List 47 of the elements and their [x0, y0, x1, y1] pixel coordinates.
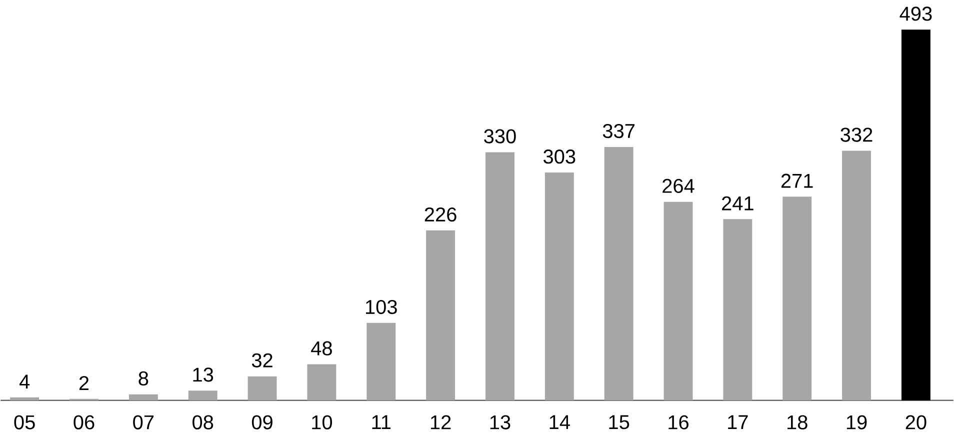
data-label: 226: [424, 207, 456, 222]
data-label: 337: [602, 124, 634, 138]
data-label: 103: [366, 300, 397, 314]
bar: [544, 172, 574, 400]
bar: [485, 152, 514, 400]
x-tick-label: 06: [74, 415, 94, 430]
data-label: 2: [79, 376, 89, 390]
bar: [842, 150, 872, 400]
data-label: 332: [840, 128, 872, 142]
bar: [426, 230, 456, 400]
x-tick-label: 19: [846, 415, 867, 430]
x-tick-label: 17: [728, 415, 748, 429]
x-tick-label: 18: [788, 415, 808, 430]
bar: [307, 364, 336, 400]
data-label: 493: [900, 6, 932, 21]
data-label: 8: [138, 371, 148, 386]
x-tick-label: 09: [252, 415, 272, 430]
data-label: 32: [252, 353, 272, 368]
bar: [604, 146, 634, 400]
data-label: 303: [544, 150, 576, 164]
x-tick-label: 14: [550, 415, 570, 429]
x-tick-label: 10: [312, 415, 332, 430]
x-tick-label: 13: [490, 415, 510, 430]
bar: [723, 219, 752, 400]
bar: [248, 376, 277, 400]
bar: [901, 30, 930, 400]
bar: [782, 196, 812, 400]
bar: [664, 202, 693, 400]
data-label: 264: [662, 178, 694, 193]
x-tick-label: 20: [906, 415, 926, 430]
bar: [128, 394, 158, 400]
x-tick-label: 07: [133, 415, 154, 430]
bar: [366, 322, 396, 400]
x-tick-label: 05: [14, 415, 35, 430]
x-tick-label: 16: [668, 415, 688, 430]
data-label: 4: [19, 374, 30, 389]
bar: [188, 390, 218, 400]
x-tick-label: 11: [372, 415, 391, 429]
data-label: 271: [781, 174, 813, 188]
data-label: 241: [722, 196, 754, 210]
data-label: 330: [484, 129, 516, 144]
x-tick-label: 08: [192, 415, 214, 430]
data-label: 48: [311, 341, 332, 356]
data-label: 13: [193, 368, 214, 382]
bar: [10, 397, 40, 400]
x-tick-label: 12: [430, 415, 451, 430]
x-tick-label: 15: [609, 415, 630, 430]
